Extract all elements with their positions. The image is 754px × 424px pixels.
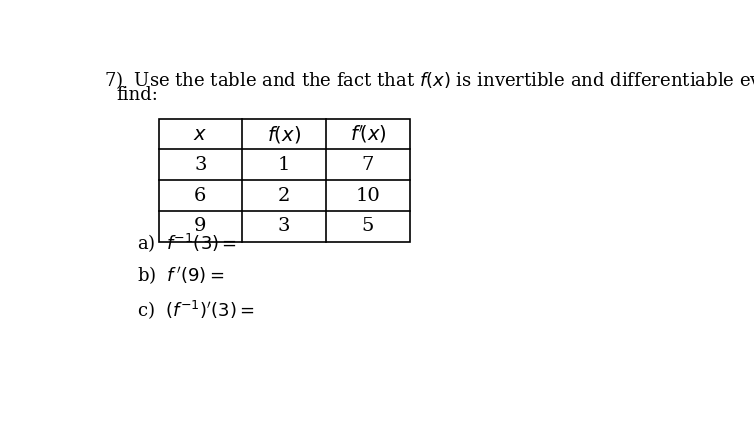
Text: 10: 10: [355, 187, 380, 205]
Bar: [158, 119, 409, 242]
Text: 3: 3: [278, 218, 290, 235]
Text: 7: 7: [362, 156, 374, 174]
Text: 6: 6: [195, 187, 207, 205]
Text: 7)  Use the table and the fact that $f(x)$ is invertible and differentiable ever: 7) Use the table and the fact that $f(x)…: [103, 70, 754, 92]
Text: 3: 3: [195, 156, 207, 174]
Text: 5: 5: [362, 218, 374, 235]
Text: a)  $\mathit{f}^{-1}(3) =$: a) $\mathit{f}^{-1}(3) =$: [137, 231, 237, 254]
Text: find:: find:: [116, 86, 158, 104]
Text: c)  $(\mathit{f}^{-1})'(3) =$: c) $(\mathit{f}^{-1})'(3) =$: [137, 298, 255, 321]
Text: 9: 9: [195, 218, 207, 235]
Text: 2: 2: [278, 187, 290, 205]
Text: $\mathit{x}$: $\mathit{x}$: [193, 125, 207, 144]
Text: 1: 1: [278, 156, 290, 174]
Text: $\mathit{f}$$\mathit{(x)}$: $\mathit{f}$$\mathit{(x)}$: [267, 123, 301, 145]
Text: $\mathit{f'\!(x)}$: $\mathit{f'\!(x)}$: [350, 123, 386, 145]
Text: b)  $\mathit{f}\,'(9) =$: b) $\mathit{f}\,'(9) =$: [137, 264, 225, 286]
